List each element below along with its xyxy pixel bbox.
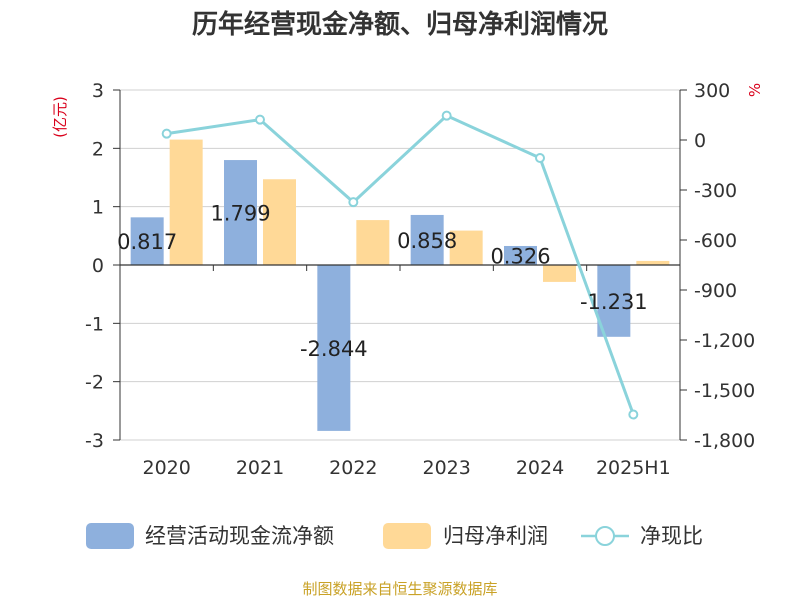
y-tick-label-right: 300 <box>694 80 730 102</box>
y-tick-label-right: -300 <box>694 180 737 202</box>
legend-swatch-net-profit <box>383 523 431 549</box>
y-tick-label-left: 1 <box>92 197 104 219</box>
bar-net-profit <box>543 265 576 282</box>
y-tick-label-left: -1 <box>85 313 104 335</box>
ratio-point <box>161 128 172 139</box>
bar-cash-flow <box>597 265 631 337</box>
bar-cash-flow <box>224 160 257 265</box>
bar-cash-flow <box>317 265 351 431</box>
legend-swatch-cash-flow <box>86 523 134 549</box>
ratio-point <box>348 197 359 208</box>
y-tick-label-left: 2 <box>92 138 104 160</box>
bars <box>130 139 670 431</box>
bar-net-profit <box>449 230 483 265</box>
y-tick-label-right: -1,500 <box>694 380 755 402</box>
y-tick-label-left: -3 <box>85 430 104 452</box>
legend-label-cash-flow: 经营活动现金流净额 <box>145 524 334 548</box>
bar-cash-flow <box>130 217 164 265</box>
gridlines <box>120 89 680 441</box>
legend-label-ratio: 净现比 <box>640 524 703 548</box>
data-label-cash-flow: -2.844 <box>300 337 368 361</box>
bar-net-profit <box>356 220 390 265</box>
chart-title: 历年经营现金净额、归母净利润情况 <box>192 9 608 40</box>
y-tick-label-right: 0 <box>694 130 706 152</box>
y-tick-label-left: -2 <box>85 372 104 394</box>
bar-net-profit <box>263 179 296 265</box>
y-tick-label-left: 3 <box>92 80 104 102</box>
legend: 经营活动现金流净额 归母净利润 净现比 <box>86 523 703 549</box>
x-tick-label: 2020 <box>142 457 190 479</box>
data-label-cash-flow: 1.799 <box>210 202 270 226</box>
ratio-line-series <box>161 110 639 420</box>
legend-label-net-profit: 归母净利润 <box>443 524 548 548</box>
x-tick-label: 2023 <box>422 457 470 479</box>
ratio-point <box>255 114 265 125</box>
x-tick-label: 2024 <box>516 457 564 479</box>
data-labels: 0.817 1.799 -2.844 0.858 0.326 -1.231 <box>117 202 648 361</box>
ratio-line <box>166 113 635 416</box>
y-tick-label-right: -1,800 <box>694 430 755 452</box>
bar-cash-flow <box>504 245 537 265</box>
legend-swatch-ratio-marker <box>595 526 615 546</box>
data-label-cash-flow: 0.326 <box>490 244 550 268</box>
source-note: 制图数据来自恒生聚源数据库 <box>302 580 497 598</box>
bar-net-profit <box>636 260 670 265</box>
y-axis-right-unit: % <box>746 83 764 97</box>
bar-cash-flow <box>410 214 444 265</box>
ratio-point <box>628 409 639 420</box>
x-tick-label: 2022 <box>329 457 377 479</box>
y-axis-left-unit: (亿元) <box>51 96 69 138</box>
ratio-point <box>535 153 545 163</box>
axes: 3 2 1 0 -1 -2 -3 300 0 -300 -600 -900 -1,200 -1,500 -1… <box>85 80 755 479</box>
ratio-point <box>441 110 452 121</box>
data-label-cash-flow: 0.858 <box>397 229 457 253</box>
x-tick-label: 2025H1 <box>596 457 671 479</box>
x-tick-label: 2021 <box>236 457 284 479</box>
data-label-cash-flow: 0.817 <box>117 230 177 254</box>
y-tick-label-right: -600 <box>694 230 737 252</box>
y-tick-label-right: -900 <box>694 280 737 302</box>
data-label-cash-flow: -1.231 <box>580 290 648 314</box>
y-tick-label-right: -1,200 <box>694 330 755 352</box>
y-tick-label-left: 0 <box>92 255 104 277</box>
bar-net-profit <box>169 139 203 265</box>
